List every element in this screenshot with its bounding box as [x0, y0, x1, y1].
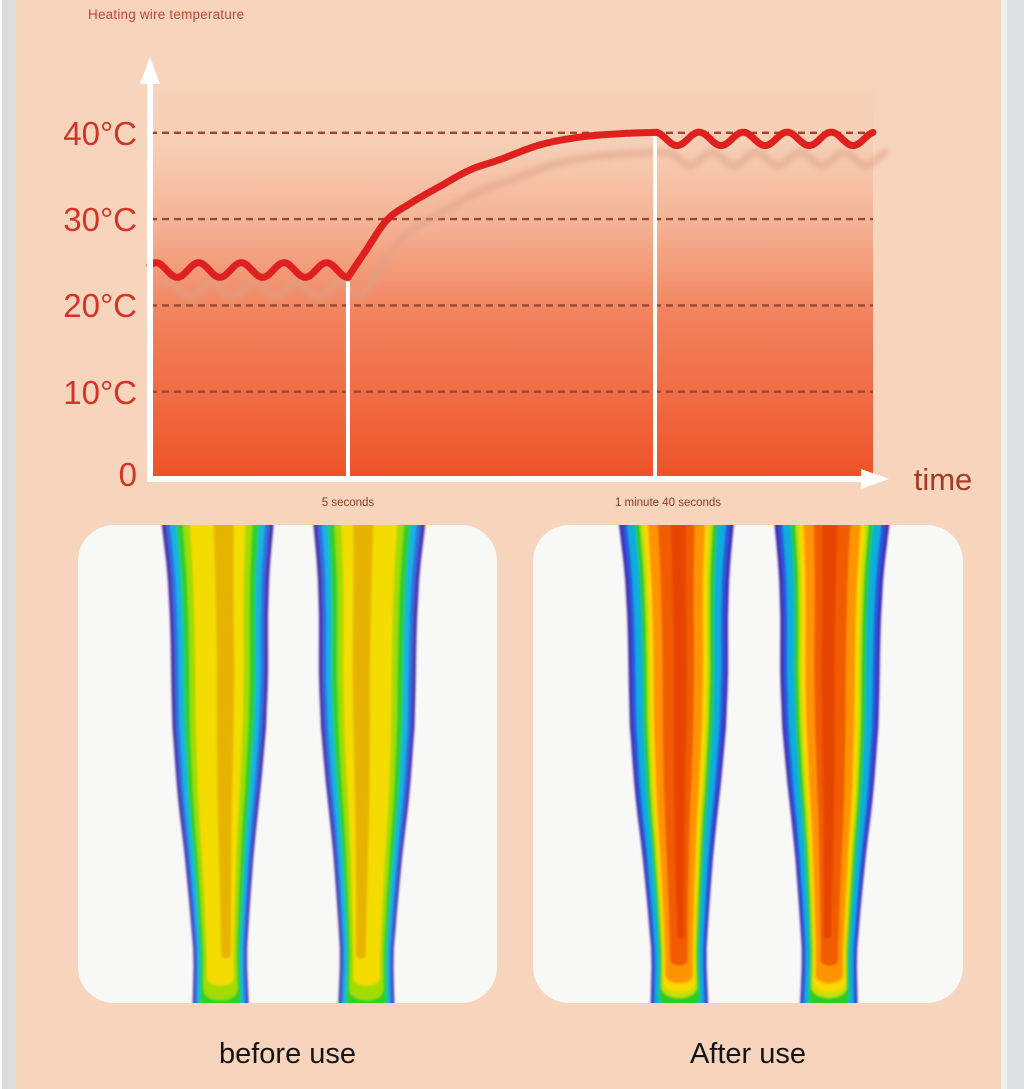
- chart-title: Heating wire temperature: [88, 7, 245, 22]
- temperature-line-chart: 5 seconds 1 minute 40 seconds 40°C 30°C 20°C…: [63, 57, 973, 509]
- caption-after-use: After use: [689, 1038, 807, 1070]
- y-tick-40: 40°C: [63, 115, 137, 152]
- y-tick-20: 20°C: [63, 287, 137, 324]
- y-tick-30: 30°C: [63, 201, 137, 238]
- afterimage-curve: [159, 148, 890, 301]
- thermal-legs-before-image: [161, 525, 426, 1003]
- page-margin-right: [1007, 0, 1024, 1089]
- thermal-panel-before: [78, 525, 497, 1003]
- thermal-band-8: [670, 525, 687, 939]
- page-margin-right-sliver: [1001, 0, 1007, 1089]
- y-axis-arrow-icon: [140, 57, 160, 84]
- thermal-leg-pair: [161, 525, 426, 1003]
- page-margin-left: [0, 0, 15, 1089]
- y-tick-10: 10°C: [63, 374, 137, 411]
- x-axis-label: time: [914, 462, 973, 497]
- plot-gradient-area: [150, 62, 873, 478]
- y-tick-0: 0: [119, 456, 137, 493]
- thermal-band-6: [352, 525, 374, 959]
- thermal-band-6: [213, 525, 235, 959]
- marker-label-0: 5 seconds: [322, 497, 375, 509]
- thermal-leg-pair: [619, 525, 890, 1003]
- marker-label-1: 1 minute 40 seconds: [615, 497, 721, 509]
- thermal-band-8: [821, 525, 838, 939]
- thermal-panel-after: [533, 525, 963, 1003]
- x-axis-arrow-icon: [861, 469, 889, 489]
- thermal-legs-after-image: [619, 525, 890, 1003]
- temperature-curve: [146, 128, 877, 281]
- caption-before-use: before use: [218, 1038, 357, 1070]
